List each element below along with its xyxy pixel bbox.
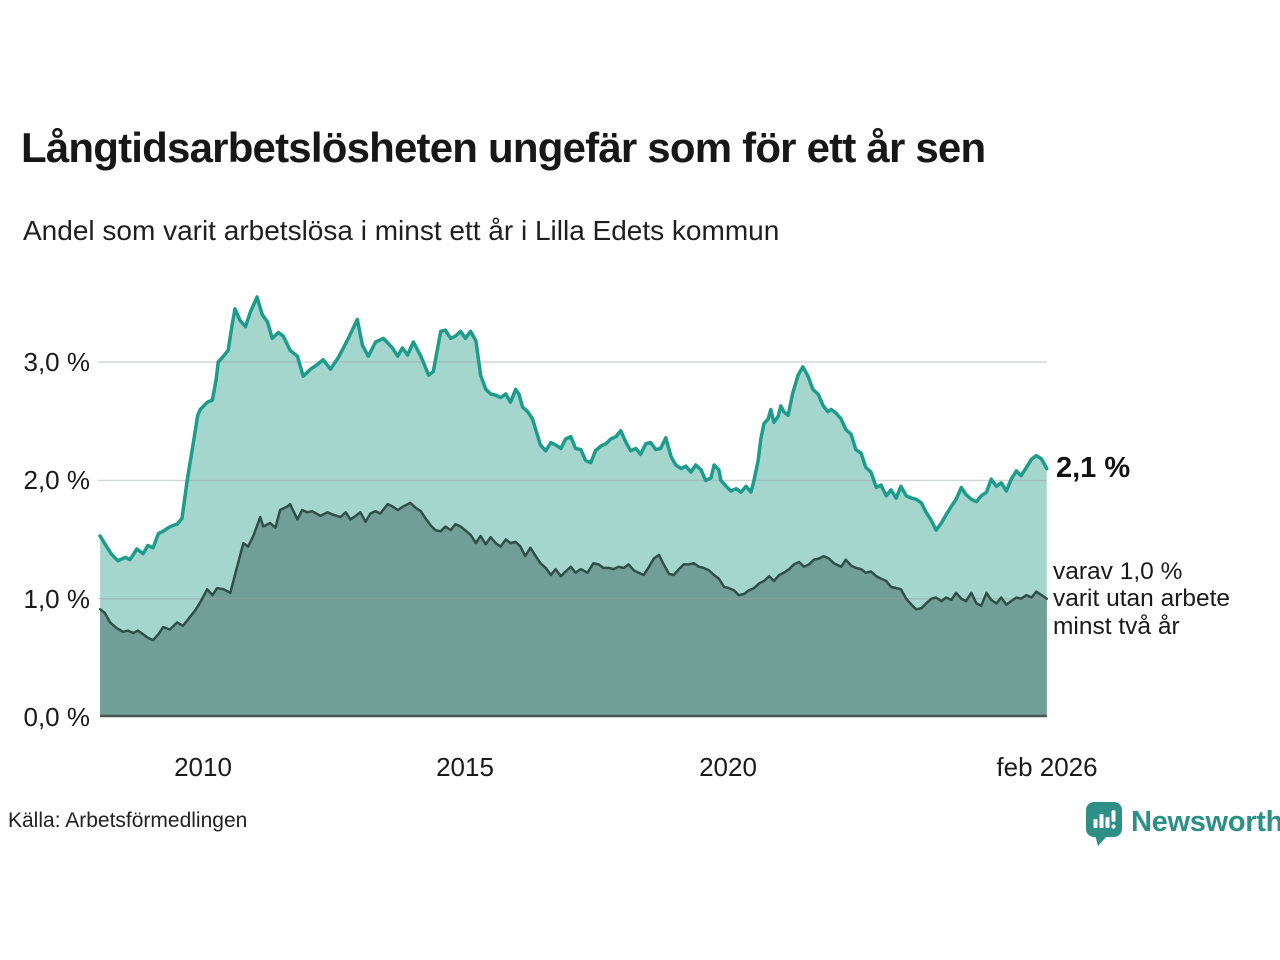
arbetslosa-minst-ett-ar-line: [98, 295, 1049, 563]
chart-areas: [100, 297, 1047, 717]
y-tick-30: 3,0 %: [23, 347, 91, 378]
sub-series-annotation: varav 1,0 % varit utan arbete minst två …: [1053, 557, 1231, 640]
chart-gridlines: [98, 361, 1047, 600]
newsworthy-logo: Newsworthy: [1086, 802, 1280, 848]
y-tick-00: 0,0 %: [23, 702, 91, 732]
latest-value-label: 2,1 %: [1056, 451, 1131, 484]
page-title: Långtidsarbetslösheten ungefär som för e…: [21, 124, 986, 171]
page-subtitle: Andel som varit arbetslösa i minst ett å…: [23, 215, 780, 246]
utan-arbete-minst-tva-ar-area: [100, 502, 1047, 717]
source-note: Källa: Arbetsförmedlingen: [8, 809, 248, 832]
y-tick-20: 2,0 %: [23, 465, 91, 496]
x-tick-2020: 2020: [699, 752, 757, 782]
utan-arbete-minst-tva-ar-line: [98, 501, 1049, 642]
x-tick-2010: 2010: [174, 752, 232, 782]
newsworthy-logo-text: Newsworthy: [1131, 806, 1280, 838]
y-tick-10: 1,0 %: [23, 583, 91, 614]
x-tick-2015: 2015: [436, 752, 494, 782]
x-tick-feb-2026: feb 2026: [996, 752, 1098, 782]
chart-lines: [98, 295, 1049, 642]
newsworthy-logo-icon: [1086, 802, 1122, 846]
